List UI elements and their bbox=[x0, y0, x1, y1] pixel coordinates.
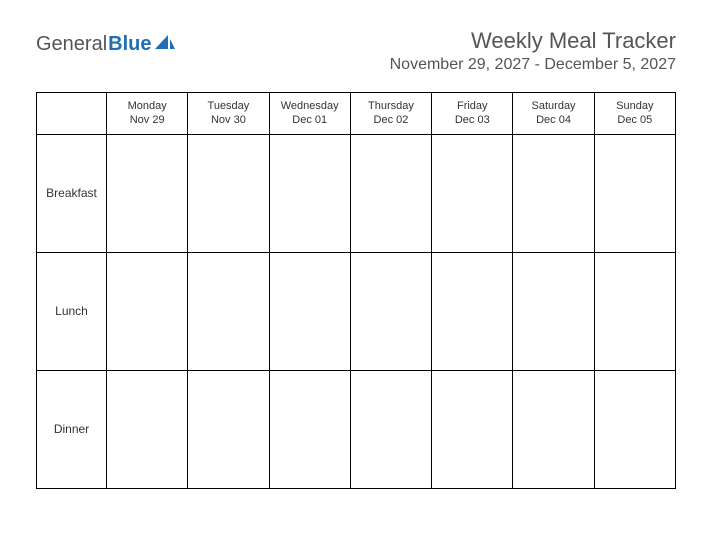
title-block: Weekly Meal Tracker November 29, 2027 - … bbox=[390, 28, 676, 74]
table-row: Breakfast bbox=[37, 134, 676, 252]
meal-cell bbox=[513, 134, 594, 252]
row-header-breakfast: Breakfast bbox=[37, 134, 107, 252]
col-date: Nov 29 bbox=[109, 113, 185, 127]
meal-cell bbox=[350, 134, 431, 252]
meal-cell bbox=[594, 134, 675, 252]
page-title: Weekly Meal Tracker bbox=[390, 28, 676, 54]
meal-tracker-table: Monday Nov 29 Tuesday Nov 30 Wednesday D… bbox=[36, 92, 676, 489]
col-dow: Tuesday bbox=[190, 99, 266, 113]
table-corner-cell bbox=[37, 93, 107, 135]
col-dow: Wednesday bbox=[272, 99, 348, 113]
meal-cell bbox=[269, 252, 350, 370]
col-date: Nov 30 bbox=[190, 113, 266, 127]
col-date: Dec 01 bbox=[272, 113, 348, 127]
col-dow: Sunday bbox=[597, 99, 673, 113]
meal-cell bbox=[432, 134, 513, 252]
row-header-lunch: Lunch bbox=[37, 252, 107, 370]
logo-word-blue: Blue bbox=[108, 34, 151, 54]
meal-cell bbox=[594, 252, 675, 370]
meal-cell bbox=[594, 370, 675, 488]
meal-cell bbox=[269, 134, 350, 252]
meal-cell bbox=[107, 134, 188, 252]
col-dow: Saturday bbox=[515, 99, 591, 113]
logo-word-general: General bbox=[36, 34, 107, 54]
meal-cell bbox=[432, 370, 513, 488]
col-header-sat: Saturday Dec 04 bbox=[513, 93, 594, 135]
col-dow: Thursday bbox=[353, 99, 429, 113]
meal-cell bbox=[269, 370, 350, 488]
row-header-dinner: Dinner bbox=[37, 370, 107, 488]
meal-cell bbox=[350, 370, 431, 488]
col-header-fri: Friday Dec 03 bbox=[432, 93, 513, 135]
logo: General Blue bbox=[36, 28, 176, 54]
col-header-sun: Sunday Dec 05 bbox=[594, 93, 675, 135]
col-header-mon: Monday Nov 29 bbox=[107, 93, 188, 135]
table-row: Dinner bbox=[37, 370, 676, 488]
page: General Blue Weekly Meal Tracker Novembe… bbox=[0, 0, 712, 550]
meal-cell bbox=[188, 370, 269, 488]
meal-cell bbox=[107, 252, 188, 370]
col-header-wed: Wednesday Dec 01 bbox=[269, 93, 350, 135]
meal-cell bbox=[188, 252, 269, 370]
col-date: Dec 04 bbox=[515, 113, 591, 127]
table-row: Lunch bbox=[37, 252, 676, 370]
date-range: November 29, 2027 - December 5, 2027 bbox=[390, 56, 676, 74]
meal-cell bbox=[432, 252, 513, 370]
col-date: Dec 05 bbox=[597, 113, 673, 127]
col-dow: Monday bbox=[109, 99, 185, 113]
sail-icon bbox=[154, 35, 176, 51]
meal-cell bbox=[350, 252, 431, 370]
col-date: Dec 03 bbox=[434, 113, 510, 127]
meal-cell bbox=[107, 370, 188, 488]
col-dow: Friday bbox=[434, 99, 510, 113]
col-header-thu: Thursday Dec 02 bbox=[350, 93, 431, 135]
col-header-tue: Tuesday Nov 30 bbox=[188, 93, 269, 135]
meal-cell bbox=[513, 252, 594, 370]
meal-cell bbox=[188, 134, 269, 252]
header-row: General Blue Weekly Meal Tracker Novembe… bbox=[36, 28, 676, 74]
col-date: Dec 02 bbox=[353, 113, 429, 127]
meal-cell bbox=[513, 370, 594, 488]
